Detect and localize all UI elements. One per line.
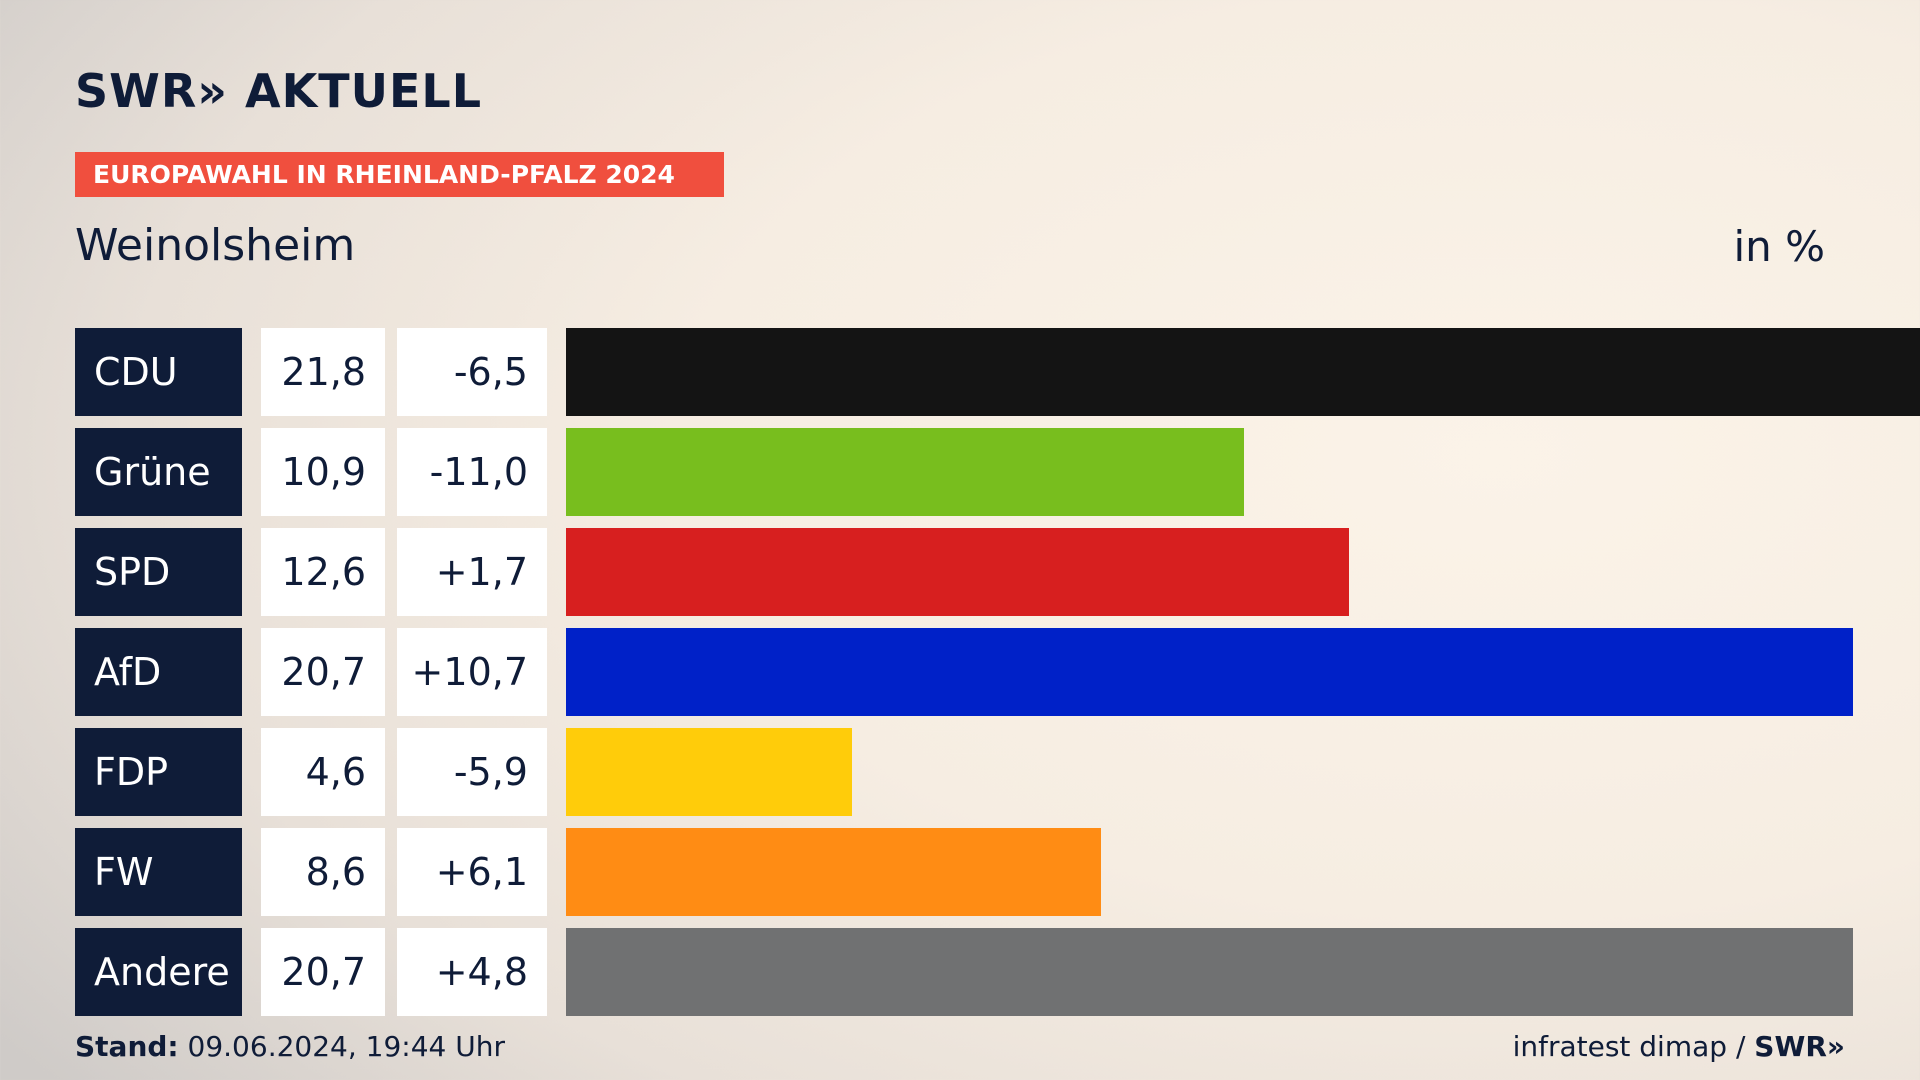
diff-value: +1,7 [397, 528, 547, 616]
party-label: Andere [75, 928, 242, 1016]
diff-value: -11,0 [397, 428, 547, 516]
election-banner: EUROPAWAHL IN RHEINLAND-PFALZ 2024 [75, 152, 724, 197]
share-value: 12,6 [261, 528, 385, 616]
stand-value: 09.06.2024, 19:44 Uhr [187, 1030, 505, 1063]
stand-label: Stand: [75, 1030, 179, 1063]
bar [566, 528, 1349, 616]
unit-label: in % [1733, 222, 1825, 271]
share-value: 10,9 [261, 428, 385, 516]
diff-value: +10,7 [397, 628, 547, 716]
diff-value: -5,9 [397, 728, 547, 816]
bar [566, 928, 1853, 1016]
diff-value: -6,5 [397, 328, 547, 416]
chart-row: CDU 21,8 -6,5 [75, 328, 1920, 416]
source-label: infratest dimap / [1512, 1030, 1746, 1063]
party-label: AfD [75, 628, 242, 716]
share-value: 8,6 [261, 828, 385, 916]
chart-row: FDP 4,6 -5,9 [75, 728, 1845, 816]
diff-value: +4,8 [397, 928, 547, 1016]
bar [566, 828, 1101, 916]
chart-row: Andere 20,7 +4,8 [75, 928, 1853, 1016]
party-label: CDU [75, 328, 242, 416]
swr-aktuell-logo: SWR» AKTUELL [75, 64, 483, 118]
chart-row: FW 8,6 +6,1 [75, 828, 1845, 916]
party-label: SPD [75, 528, 242, 616]
party-label: Grüne [75, 428, 242, 516]
source-credit: infratest dimap / SWR» [1513, 1030, 1845, 1063]
chart-row: Grüne 10,9 -11,0 [75, 428, 1845, 516]
bar [566, 428, 1244, 516]
share-value: 20,7 [261, 628, 385, 716]
party-label: FW [75, 828, 242, 916]
bar [566, 728, 852, 816]
location-title: Weinolsheim [75, 220, 356, 271]
bar [566, 328, 1920, 416]
share-value: 21,8 [261, 328, 385, 416]
party-label: FDP [75, 728, 242, 816]
share-value: 20,7 [261, 928, 385, 1016]
share-value: 4,6 [261, 728, 385, 816]
swr-brand: SWR» [1754, 1030, 1845, 1063]
diff-value: +6,1 [397, 828, 547, 916]
chart-row: AfD 20,7 +10,7 [75, 628, 1853, 716]
bar [566, 628, 1853, 716]
chart-row: SPD 12,6 +1,7 [75, 528, 1845, 616]
timestamp: Stand: 09.06.2024, 19:44 Uhr [75, 1030, 505, 1063]
